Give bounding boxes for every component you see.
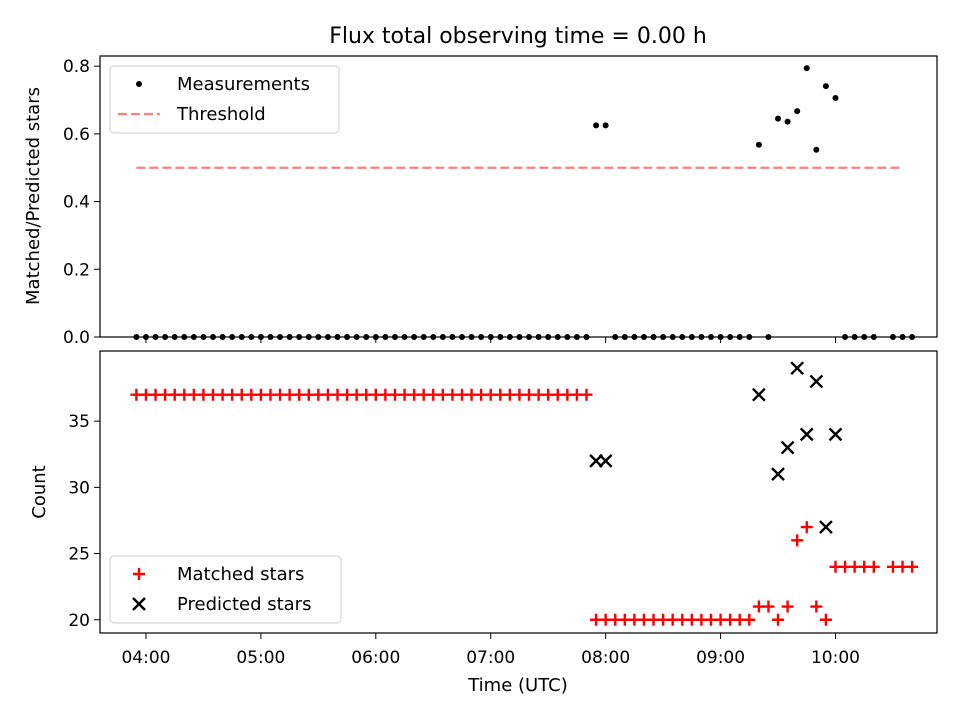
legend-measurements-swatch — [136, 81, 142, 87]
measurements-point — [803, 65, 810, 72]
measurements-point — [775, 115, 782, 122]
matched-stars-point — [743, 613, 756, 626]
measurements-point — [813, 146, 820, 153]
measurements-point — [832, 94, 839, 101]
matched-stars-point — [772, 613, 785, 626]
bottom-axes-frame — [99, 350, 938, 634]
matched-stars-point — [800, 521, 813, 534]
bottom-y-tick-label: 30 — [68, 478, 90, 498]
legend-threshold-label: Threshold — [176, 104, 266, 125]
measurements-point — [602, 122, 609, 129]
matched-stars-point — [906, 560, 919, 573]
x-tick-label: 09:00 — [696, 648, 745, 668]
top-legend: Measurements Threshold — [109, 65, 340, 134]
top-y-axis-label: Matched/Predicted stars — [23, 87, 44, 305]
measurements-point — [593, 122, 600, 129]
predicted-stars-point — [809, 374, 824, 389]
predicted-stars-point — [598, 454, 613, 468]
bottom-y-axis-label: Count — [29, 465, 50, 518]
top-y-tick-label: 0.6 — [63, 125, 90, 145]
measurements-point — [794, 108, 801, 115]
predicted-stars-point — [828, 427, 843, 442]
top-y-tick-label: 0.4 — [63, 193, 90, 213]
measurements-point — [755, 141, 762, 148]
x-tick-label: 07:00 — [466, 648, 515, 668]
top-panel: 0.0 0.2 0.4 0.6 0.8 Measurements Threshold — [63, 55, 938, 348]
bottom-y-tick-label: 35 — [68, 412, 90, 432]
x-tick-label: 10:00 — [811, 648, 860, 668]
legend-box — [109, 555, 342, 624]
legend-box — [109, 65, 340, 134]
x-tick-label: 06:00 — [351, 648, 400, 668]
bottom-panel: 20 25 30 35 04:00 05:00 06:00 07:00 08:00 09:00 10… — [68, 350, 938, 668]
matched-stars-point — [810, 600, 823, 613]
bottom-y-tick-label: 20 — [68, 611, 90, 631]
matched-stars-point — [781, 600, 794, 613]
legend-measurements-label: Measurements — [177, 74, 310, 95]
matched-stars-point — [791, 534, 804, 547]
legend-predicted-stars-label: Predicted stars — [177, 594, 311, 615]
predicted-stars-point — [780, 440, 795, 455]
matched-stars-point — [762, 600, 775, 613]
predicted-stars-point — [819, 520, 833, 534]
predicted-stars-point — [799, 427, 814, 442]
predicted-stars-point — [752, 387, 766, 402]
matched-stars-point — [819, 613, 832, 626]
legend-matched-stars-label: Matched stars — [177, 564, 304, 585]
legend-matched-stars-swatch — [133, 568, 145, 580]
top-y-tick-label: 0.8 — [63, 57, 90, 77]
top-y-tick-label: 0.0 — [63, 328, 90, 348]
x-tick-label: 08:00 — [581, 648, 630, 668]
x-tick-label: 05:00 — [236, 648, 285, 668]
matched-stars-point — [867, 560, 880, 573]
top-axes-frame — [99, 55, 938, 338]
x-tick-label: 04:00 — [121, 648, 170, 668]
predicted-stars-point — [790, 361, 805, 376]
top-y-tick-label: 0.2 — [63, 260, 90, 280]
figure-title: Flux total observing time = 0.00 h — [329, 24, 707, 49]
predicted-stars-point — [771, 467, 785, 481]
bottom-y-tick-label: 25 — [68, 545, 90, 565]
measurements-point — [822, 83, 829, 90]
matched-stars-point — [580, 388, 593, 401]
measurements-point — [784, 118, 791, 125]
bottom-legend: Matched stars Predicted stars — [109, 555, 342, 624]
legend-predicted-stars-swatch — [132, 597, 146, 611]
x-axis-label: Time (UTC) — [467, 675, 568, 696]
